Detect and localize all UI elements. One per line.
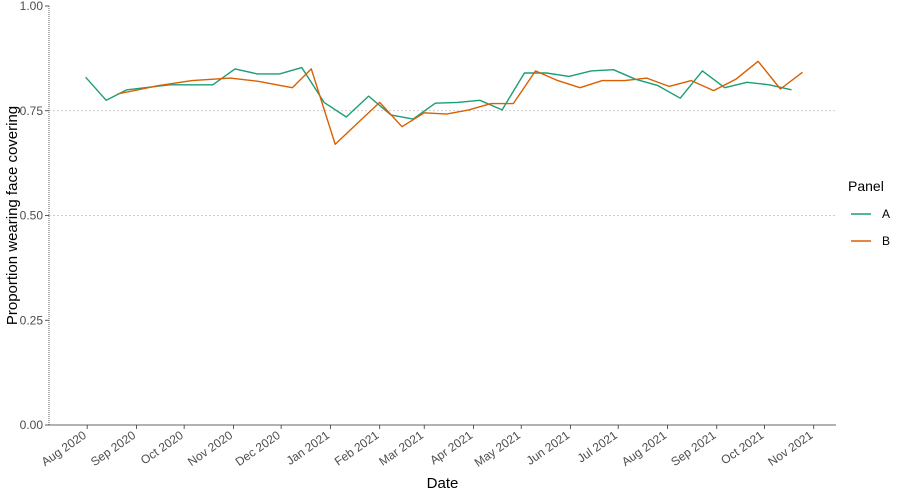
legend-label-b: B <box>882 234 890 248</box>
legend: Panel AB <box>848 178 890 248</box>
x-tick-label: Nov 2020 <box>185 428 235 469</box>
legend-label-a: A <box>882 207 890 221</box>
y-tick-label: 1.00 <box>20 0 44 13</box>
gridlines <box>49 110 836 216</box>
y-tick-label: 0.75 <box>20 104 44 118</box>
series-line-a <box>85 66 792 120</box>
x-tick-label: Jul 2021 <box>575 428 620 466</box>
axes <box>48 6 836 426</box>
x-tick-label: Sep 2020 <box>88 428 138 469</box>
y-axis-ticks: 0.00 0.25 0.50 0.75 1.00 <box>20 0 49 432</box>
x-tick-label: Mar 2021 <box>376 428 426 469</box>
y-tick-label: 0.00 <box>20 418 44 432</box>
x-tick-label: Nov 2021 <box>765 428 815 469</box>
y-tick-label: 0.25 <box>20 313 44 327</box>
legend-title: Panel <box>848 178 884 194</box>
x-tick-label: Aug 2020 <box>39 428 89 469</box>
x-tick-label: Jan 2021 <box>284 428 333 468</box>
x-tick-label: May 2021 <box>472 428 523 470</box>
series-layer <box>85 60 804 146</box>
x-tick-label: Oct 2020 <box>138 428 186 468</box>
series-line-b <box>117 60 804 146</box>
x-tick-label: Feb 2021 <box>332 428 382 469</box>
y-tick-label: 0.50 <box>20 209 44 223</box>
x-axis-title: Date <box>427 475 459 492</box>
y-axis-title: Proportion wearing face covering <box>4 106 21 325</box>
x-tick-label: Apr 2021 <box>427 428 475 468</box>
x-tick-label: Jun 2021 <box>524 428 573 468</box>
x-tick-label: Dec 2020 <box>233 428 283 469</box>
x-tick-label: Aug 2021 <box>619 428 669 469</box>
x-tick-label: Oct 2021 <box>718 428 766 468</box>
x-tick-label: Sep 2021 <box>668 428 718 469</box>
